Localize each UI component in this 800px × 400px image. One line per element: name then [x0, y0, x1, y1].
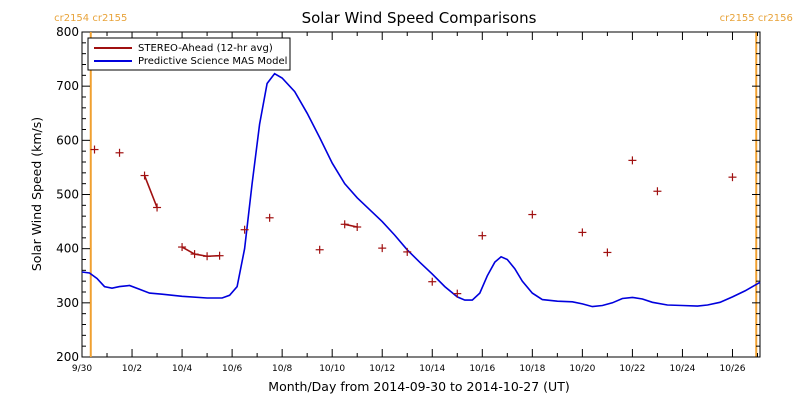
stereo-segment — [143, 175, 158, 208]
plot-area — [81, 31, 761, 358]
carrington-label: cr2154 cr2155 — [54, 13, 127, 24]
y-tick-label: 200 — [56, 350, 79, 364]
x-tick-label: 10/2 — [122, 364, 142, 374]
chart-title: Solar Wind Speed Comparisons — [302, 9, 537, 27]
stereo-point — [153, 203, 162, 212]
x-tick-label: 9/30 — [72, 364, 92, 374]
stereo-point — [90, 145, 99, 154]
stereo-point — [178, 243, 187, 252]
stereo-point — [190, 250, 199, 259]
stereo-point — [403, 247, 412, 256]
x-axis: 9/30 10/2 10/4 10/6 10/8 10/10 10/12 10/14 10/16… — [72, 32, 758, 374]
y-tick-label: 700 — [56, 79, 79, 93]
x-tick-label: 10/20 — [569, 364, 595, 374]
x-tick-label: 10/8 — [272, 364, 292, 374]
model-line — [81, 72, 761, 308]
stereo-point — [528, 210, 537, 219]
x-tick-label: 10/24 — [669, 364, 695, 374]
x-axis-label: Month/Day from 2014-09-30 to 2014-10-27 … — [268, 379, 569, 394]
y-tick-label: 600 — [56, 133, 79, 147]
stereo-point — [140, 171, 149, 180]
stereo-series — [90, 145, 737, 298]
stereo-point — [578, 228, 587, 237]
legend-box — [87, 37, 291, 71]
model-series — [81, 72, 761, 308]
stereo-point — [215, 251, 224, 260]
stereo-point — [428, 277, 437, 286]
x-tick-label: 10/26 — [720, 364, 746, 374]
carrington-labels: cr2154 cr2155 cr2155 cr2156 — [54, 13, 793, 24]
x-tick-label: 10/6 — [222, 364, 242, 374]
stereo-point — [653, 187, 662, 196]
stereo-point — [453, 289, 462, 298]
stereo-point — [628, 156, 637, 165]
y-tick-label: 800 — [56, 25, 79, 39]
x-tick-label: 10/12 — [369, 364, 395, 374]
stereo-point — [340, 220, 349, 229]
y-tick-label: 500 — [56, 188, 79, 202]
carrington-lines — [89, 32, 758, 357]
stereo-point — [603, 248, 612, 257]
x-tick-label: 10/10 — [319, 364, 345, 374]
legend-label-stereo: STEREO-Ahead (12-hr avg) — [138, 43, 273, 54]
x-tick-label: 10/16 — [469, 364, 495, 374]
stereo-point — [378, 244, 387, 253]
y-tick-label: 300 — [56, 296, 79, 310]
y-axis: 200 300 400 500 600 700 800 — [56, 25, 760, 364]
y-axis-label: Solar Wind Speed (km/s) — [29, 117, 44, 271]
x-tick-label: 10/18 — [519, 364, 545, 374]
y-tick-label: 400 — [56, 242, 79, 256]
stereo-point — [265, 213, 274, 222]
stereo-point — [315, 245, 324, 254]
stereo-point — [353, 223, 362, 231]
stereo-point — [478, 231, 487, 240]
legend: STEREO-Ahead (12-hr avg) Predictive Scie… — [87, 37, 291, 71]
stereo-segment — [181, 246, 195, 255]
stereo-point — [115, 148, 124, 157]
x-tick-label: 10/14 — [419, 364, 445, 374]
stereo-point — [203, 252, 212, 261]
carrington-label: cr2155 cr2156 — [720, 13, 793, 24]
x-tick-label: 10/22 — [619, 364, 645, 374]
stereo-point — [728, 173, 737, 182]
x-tick-label: 10/4 — [172, 364, 192, 374]
stereo-point — [240, 225, 249, 234]
legend-label-model: Predictive Science MAS Model — [138, 56, 287, 67]
